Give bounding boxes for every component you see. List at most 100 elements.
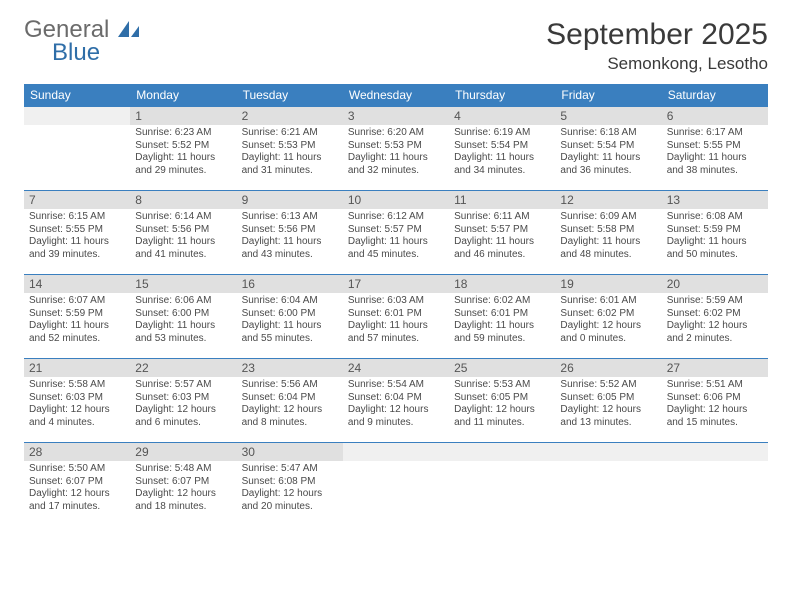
day-cell: 18Sunrise: 6:02 AMSunset: 6:01 PMDayligh… <box>449 275 555 359</box>
daylight-text: and 6 minutes. <box>135 417 231 430</box>
sunrise-text: Sunrise: 6:06 AM <box>135 295 231 308</box>
sunrise-text: Sunrise: 5:54 AM <box>348 379 444 392</box>
calendar-page: General Blue September 2025 Semonkong, L… <box>0 0 792 545</box>
sunrise-text: Sunrise: 6:15 AM <box>29 211 125 224</box>
day-cell: 13Sunrise: 6:08 AMSunset: 5:59 PMDayligh… <box>662 191 768 275</box>
sunset-text: Sunset: 6:05 PM <box>454 392 550 405</box>
week-row: 7Sunrise: 6:15 AMSunset: 5:55 PMDaylight… <box>24 191 768 275</box>
day-body: Sunrise: 6:13 AMSunset: 5:56 PMDaylight:… <box>237 209 343 265</box>
weekday-header: Tuesday <box>237 84 343 107</box>
daylight-text: and 43 minutes. <box>242 249 338 262</box>
daylight-text: Daylight: 12 hours <box>135 488 231 501</box>
sunrise-text: Sunrise: 5:59 AM <box>667 295 763 308</box>
daylight-text: Daylight: 12 hours <box>135 404 231 417</box>
day-cell: 23Sunrise: 5:56 AMSunset: 6:04 PMDayligh… <box>237 359 343 443</box>
day-body: Sunrise: 6:06 AMSunset: 6:00 PMDaylight:… <box>130 293 236 349</box>
sunset-text: Sunset: 6:07 PM <box>29 476 125 489</box>
daylight-text: and 4 minutes. <box>29 417 125 430</box>
sunrise-text: Sunrise: 5:50 AM <box>29 463 125 476</box>
day-body: Sunrise: 6:17 AMSunset: 5:55 PMDaylight:… <box>662 125 768 181</box>
day-cell <box>449 443 555 527</box>
day-cell: 12Sunrise: 6:09 AMSunset: 5:58 PMDayligh… <box>555 191 661 275</box>
sunrise-text: Sunrise: 6:08 AM <box>667 211 763 224</box>
day-body: Sunrise: 6:02 AMSunset: 6:01 PMDaylight:… <box>449 293 555 349</box>
sunset-text: Sunset: 6:00 PM <box>135 308 231 321</box>
sunrise-text: Sunrise: 6:14 AM <box>135 211 231 224</box>
day-body: Sunrise: 6:08 AMSunset: 5:59 PMDaylight:… <box>662 209 768 265</box>
sunset-text: Sunset: 5:57 PM <box>348 224 444 237</box>
sunrise-text: Sunrise: 5:51 AM <box>667 379 763 392</box>
day-body: Sunrise: 6:04 AMSunset: 6:00 PMDaylight:… <box>237 293 343 349</box>
day-number-bar: 29 <box>130 443 236 461</box>
sunset-text: Sunset: 5:53 PM <box>242 140 338 153</box>
daylight-text: and 36 minutes. <box>560 165 656 178</box>
day-body: Sunrise: 6:21 AMSunset: 5:53 PMDaylight:… <box>237 125 343 181</box>
day-number-bar: 9 <box>237 191 343 209</box>
day-cell: 17Sunrise: 6:03 AMSunset: 6:01 PMDayligh… <box>343 275 449 359</box>
day-body: Sunrise: 6:15 AMSunset: 5:55 PMDaylight:… <box>24 209 130 265</box>
daylight-text: Daylight: 12 hours <box>667 404 763 417</box>
sunrise-text: Sunrise: 6:11 AM <box>454 211 550 224</box>
weekday-header-row: Sunday Monday Tuesday Wednesday Thursday… <box>24 84 768 107</box>
sunset-text: Sunset: 6:03 PM <box>135 392 231 405</box>
daylight-text: Daylight: 12 hours <box>560 404 656 417</box>
day-body: Sunrise: 6:03 AMSunset: 6:01 PMDaylight:… <box>343 293 449 349</box>
day-body: Sunrise: 5:51 AMSunset: 6:06 PMDaylight:… <box>662 377 768 433</box>
day-cell: 21Sunrise: 5:58 AMSunset: 6:03 PMDayligh… <box>24 359 130 443</box>
daylight-text: and 13 minutes. <box>560 417 656 430</box>
weekday-header: Wednesday <box>343 84 449 107</box>
sunset-text: Sunset: 6:04 PM <box>348 392 444 405</box>
location: Semonkong, Lesotho <box>546 54 768 74</box>
day-cell: 2Sunrise: 6:21 AMSunset: 5:53 PMDaylight… <box>237 107 343 191</box>
day-body: Sunrise: 6:20 AMSunset: 5:53 PMDaylight:… <box>343 125 449 181</box>
day-body: Sunrise: 6:11 AMSunset: 5:57 PMDaylight:… <box>449 209 555 265</box>
weekday-header: Saturday <box>662 84 768 107</box>
daylight-text: and 17 minutes. <box>29 501 125 514</box>
weekday-header: Thursday <box>449 84 555 107</box>
daylight-text: Daylight: 11 hours <box>242 152 338 165</box>
sunrise-text: Sunrise: 6:09 AM <box>560 211 656 224</box>
sunrise-text: Sunrise: 6:20 AM <box>348 127 444 140</box>
daylight-text: and 18 minutes. <box>135 501 231 514</box>
day-cell <box>343 443 449 527</box>
day-cell: 14Sunrise: 6:07 AMSunset: 5:59 PMDayligh… <box>24 275 130 359</box>
sunrise-text: Sunrise: 6:13 AM <box>242 211 338 224</box>
day-number-bar-empty <box>662 443 768 461</box>
sunset-text: Sunset: 5:54 PM <box>454 140 550 153</box>
weekday-header: Sunday <box>24 84 130 107</box>
sunrise-text: Sunrise: 6:18 AM <box>560 127 656 140</box>
daylight-text: and 15 minutes. <box>667 417 763 430</box>
sunset-text: Sunset: 5:55 PM <box>29 224 125 237</box>
daylight-text: and 55 minutes. <box>242 333 338 346</box>
daylight-text: Daylight: 12 hours <box>454 404 550 417</box>
day-cell: 9Sunrise: 6:13 AMSunset: 5:56 PMDaylight… <box>237 191 343 275</box>
day-cell: 5Sunrise: 6:18 AMSunset: 5:54 PMDaylight… <box>555 107 661 191</box>
daylight-text: and 0 minutes. <box>560 333 656 346</box>
weekday-header: Monday <box>130 84 236 107</box>
logo-sail-icon <box>118 20 140 43</box>
day-cell <box>555 443 661 527</box>
daylight-text: Daylight: 11 hours <box>29 236 125 249</box>
day-cell: 8Sunrise: 6:14 AMSunset: 5:56 PMDaylight… <box>130 191 236 275</box>
sunrise-text: Sunrise: 6:19 AM <box>454 127 550 140</box>
daylight-text: Daylight: 11 hours <box>242 236 338 249</box>
day-number-bar: 24 <box>343 359 449 377</box>
sunrise-text: Sunrise: 6:04 AM <box>242 295 338 308</box>
day-cell: 11Sunrise: 6:11 AMSunset: 5:57 PMDayligh… <box>449 191 555 275</box>
week-row: 14Sunrise: 6:07 AMSunset: 5:59 PMDayligh… <box>24 275 768 359</box>
sunrise-text: Sunrise: 5:48 AM <box>135 463 231 476</box>
day-body: Sunrise: 6:01 AMSunset: 6:02 PMDaylight:… <box>555 293 661 349</box>
day-number-bar: 13 <box>662 191 768 209</box>
day-number-bar: 12 <box>555 191 661 209</box>
day-cell: 29Sunrise: 5:48 AMSunset: 6:07 PMDayligh… <box>130 443 236 527</box>
daylight-text: and 9 minutes. <box>348 417 444 430</box>
daylight-text: and 38 minutes. <box>667 165 763 178</box>
day-cell: 1Sunrise: 6:23 AMSunset: 5:52 PMDaylight… <box>130 107 236 191</box>
day-cell: 3Sunrise: 6:20 AMSunset: 5:53 PMDaylight… <box>343 107 449 191</box>
daylight-text: Daylight: 11 hours <box>135 236 231 249</box>
sunset-text: Sunset: 6:02 PM <box>560 308 656 321</box>
daylight-text: and 20 minutes. <box>242 501 338 514</box>
day-number-bar: 19 <box>555 275 661 293</box>
daylight-text: and 32 minutes. <box>348 165 444 178</box>
sunset-text: Sunset: 5:59 PM <box>667 224 763 237</box>
